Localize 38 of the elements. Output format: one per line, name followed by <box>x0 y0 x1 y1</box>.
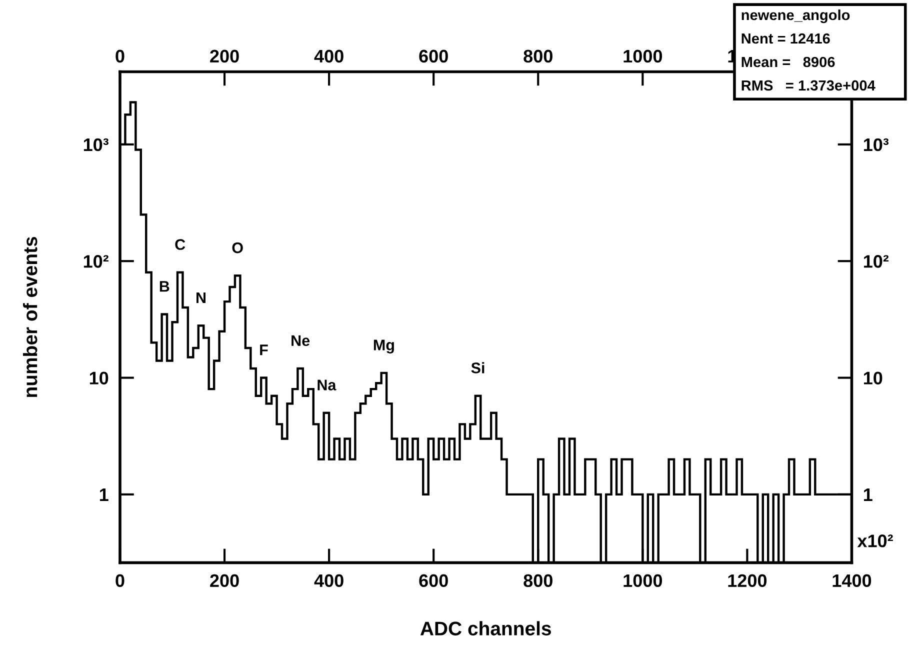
annotation: B <box>160 281 170 292</box>
y-tick-label: 10 <box>90 372 108 384</box>
y-tick-label: 10² <box>84 255 108 268</box>
annotation: Na <box>318 380 336 390</box>
text: 1 <box>864 488 872 501</box>
text: 10² <box>864 255 889 268</box>
text: Mean = 8906 <box>742 56 835 68</box>
x-tick-label: 600 <box>419 574 448 588</box>
text: newene_angolo <box>742 9 850 24</box>
annotation: N <box>196 292 206 303</box>
x-tick-label: 800 <box>524 574 552 588</box>
x2-tick-label: 400 <box>314 50 344 63</box>
x-axis-title: ADC channels <box>420 621 551 636</box>
x-tick-label: 1400 <box>832 574 872 588</box>
x2-tick-label: 1000 <box>624 50 662 63</box>
y-tick-label: 10³ <box>84 138 108 152</box>
annotation: Ne <box>292 335 310 346</box>
annotation: F <box>260 344 268 356</box>
x2-tick-label: 800 <box>524 50 552 63</box>
annotation: C <box>175 239 186 250</box>
y-tick-label: 1 <box>100 488 108 501</box>
text: x10² <box>857 534 893 548</box>
x-tick-label: 1200 <box>728 574 767 588</box>
annotation: O <box>232 242 243 254</box>
x-tick-label: 0 <box>116 574 124 588</box>
annotation: RMS = 1.373e+004 <box>742 80 876 91</box>
annotation: Mg <box>374 340 394 354</box>
annotation: Si <box>471 362 484 374</box>
x-tick-label: 400 <box>314 574 344 588</box>
x2-tick-label: 600 <box>419 50 448 63</box>
text: 10³ <box>864 138 889 152</box>
text: Nent = 12416 <box>742 33 830 44</box>
x-tick-label: 1000 <box>624 574 662 588</box>
x2-tick-label: 0 <box>116 50 124 63</box>
x-tick-label: 200 <box>210 574 239 588</box>
x2-tick-label: 200 <box>210 50 239 63</box>
y-axis-title: number of events <box>22 236 38 397</box>
text: 10 <box>864 372 882 384</box>
